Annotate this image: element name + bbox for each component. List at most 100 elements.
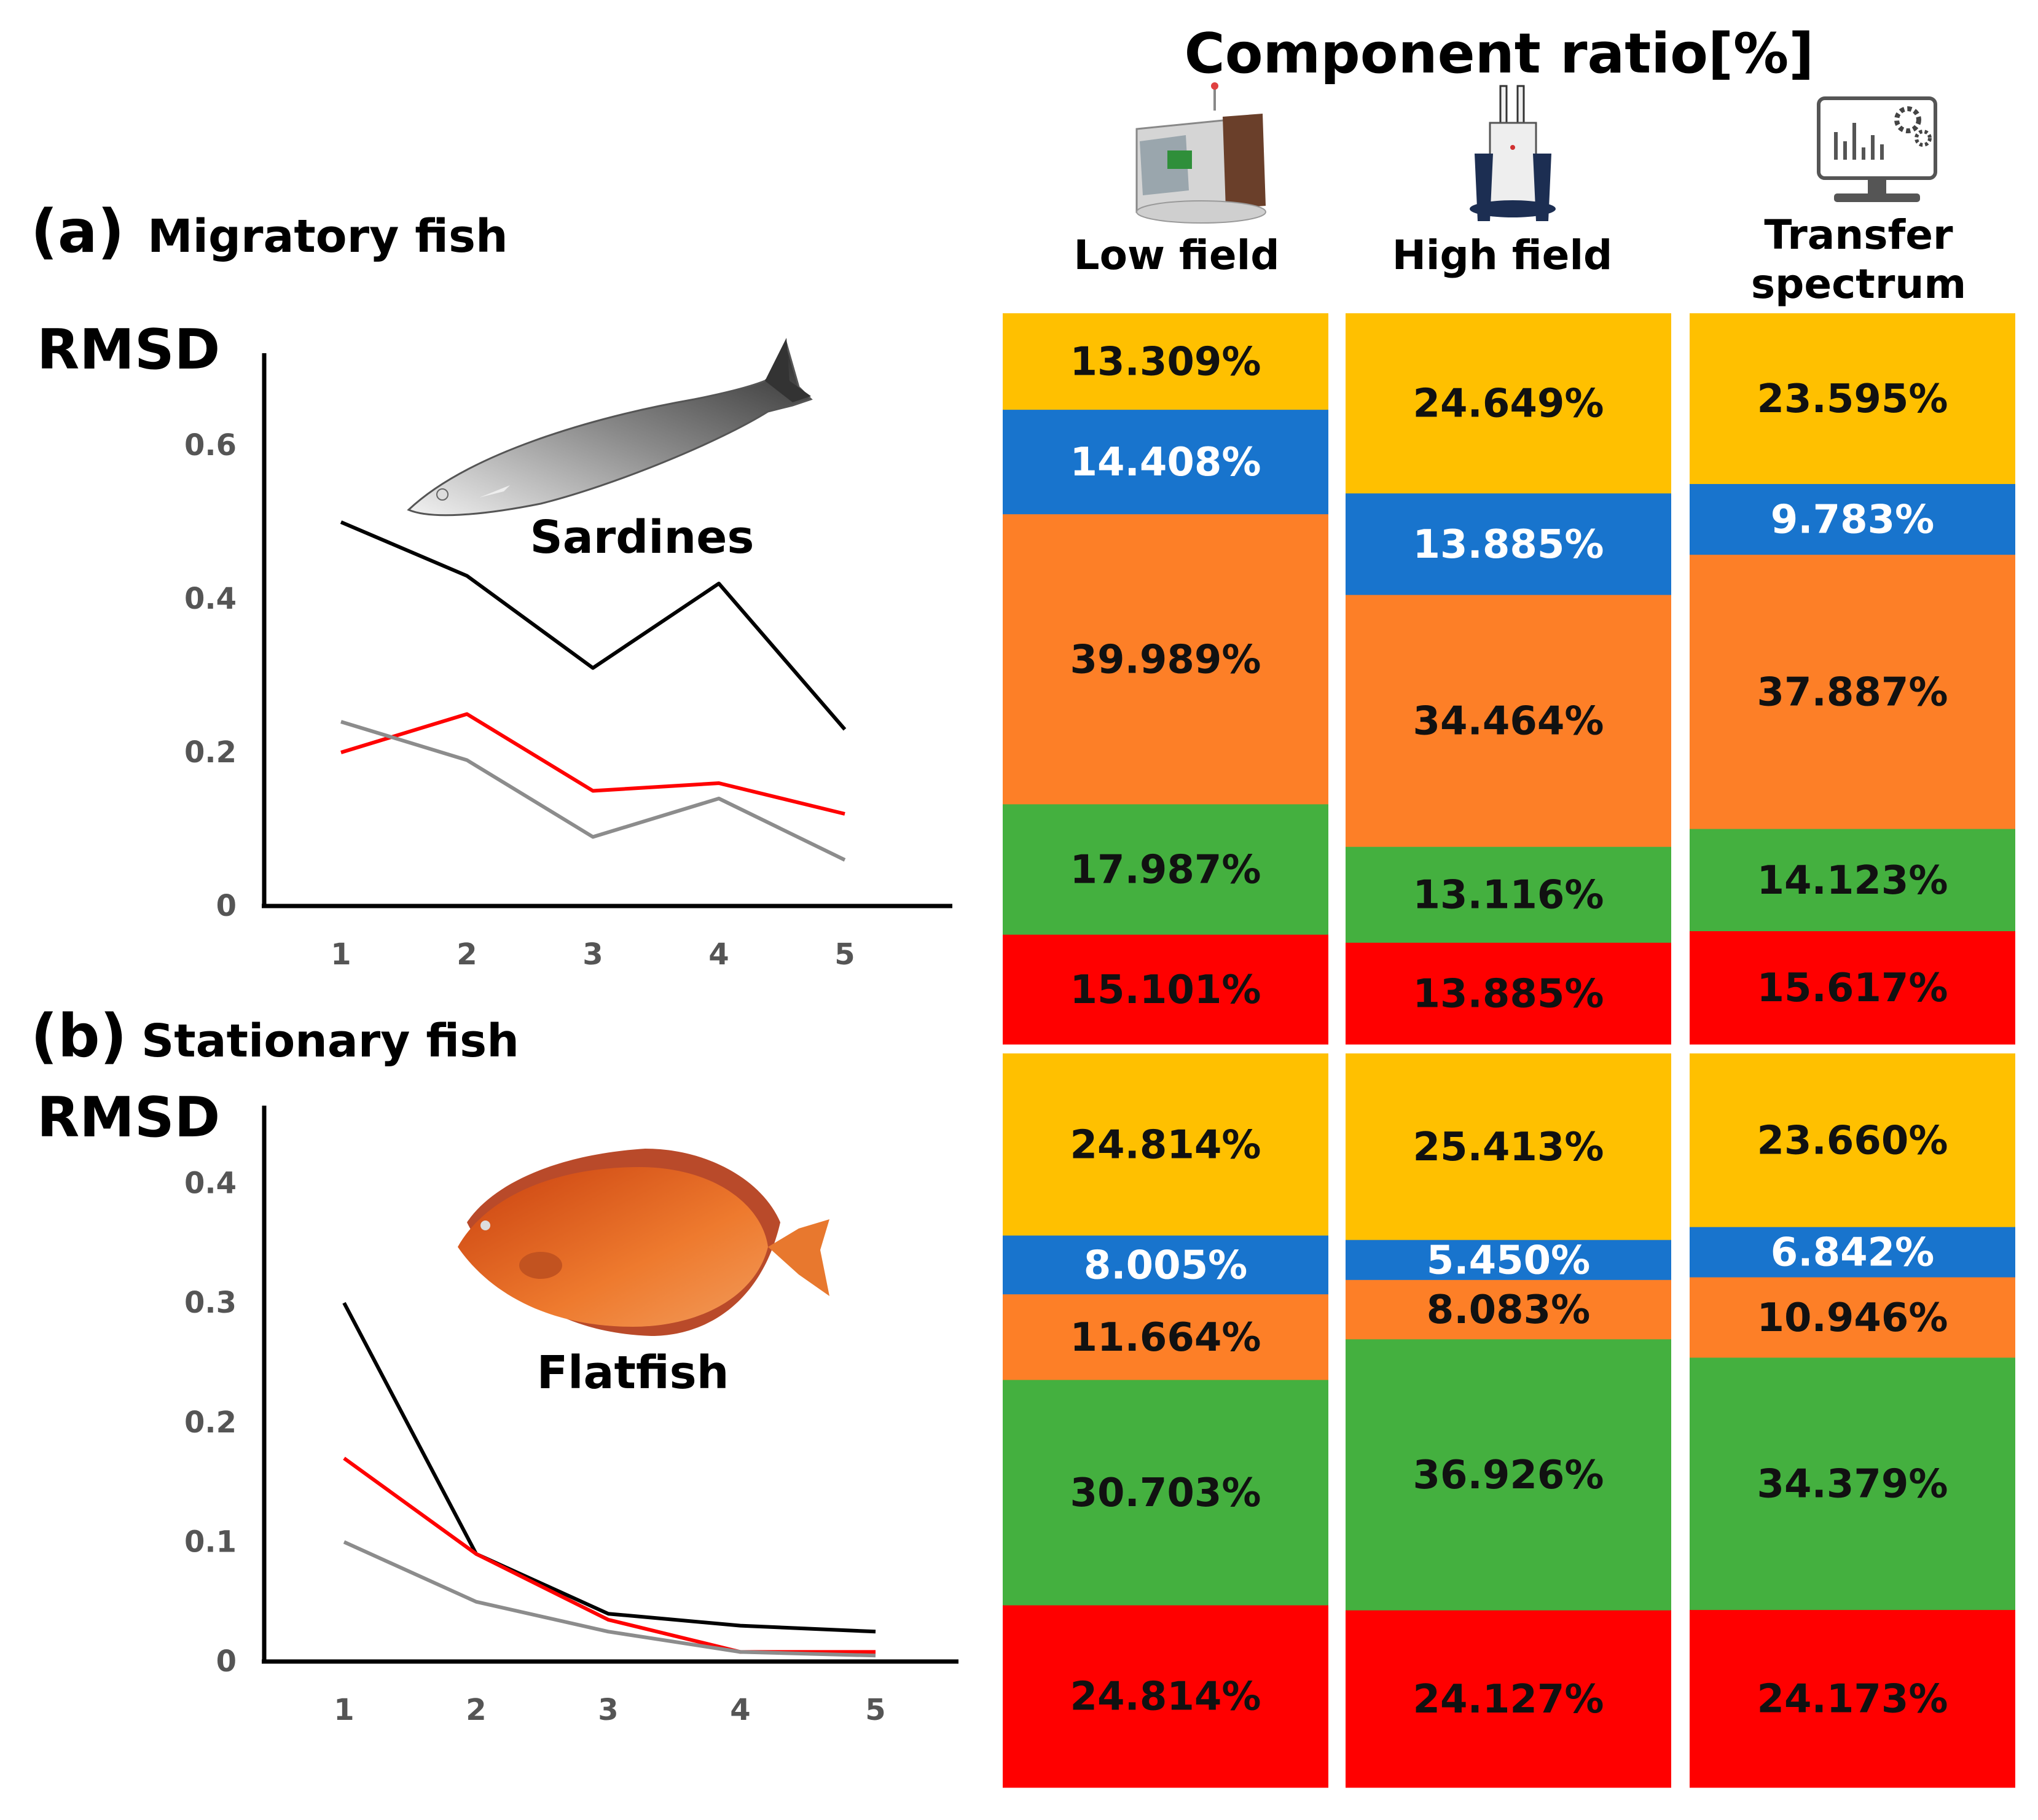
y-tick-label: 0.4 xyxy=(184,1166,237,1201)
bar-segment-red xyxy=(1346,1610,1671,1788)
series-line-black xyxy=(342,1302,876,1634)
bar-segment-yellow xyxy=(1690,313,2015,485)
segment-percent-label: 24.127% xyxy=(1413,1677,1604,1722)
segment-percent-label: 36.926% xyxy=(1413,1453,1604,1498)
bar-segment-blue xyxy=(1003,1235,1328,1295)
column-label-line: Transfer xyxy=(1764,211,1953,259)
segment-percent-label: 17.987% xyxy=(1070,848,1261,893)
segment-percent-label: 23.660% xyxy=(1757,1118,1948,1163)
panel-a-label: (a) xyxy=(31,197,125,266)
series-line-black xyxy=(340,520,847,731)
segment-percent-label: 6.842% xyxy=(1771,1230,1935,1276)
line-chart-a: 0 0.2 0.4 0.6 1 2 3 4 5 xyxy=(184,353,952,972)
bar-segment-yellow xyxy=(1346,1053,1671,1241)
segment-percent-label: 14.408% xyxy=(1070,440,1261,485)
segment-percent-label: 23.595% xyxy=(1757,377,1948,422)
bar-segment-yellow xyxy=(1690,1053,2015,1228)
bar-segment-red xyxy=(1690,1610,2015,1788)
x-tick-label: 3 xyxy=(582,937,603,972)
y-tick-label: 0 xyxy=(216,889,237,923)
bar-segment-blue xyxy=(1690,484,2015,555)
segment-percent-label: 39.989% xyxy=(1070,637,1261,682)
computer-spectrum-icon xyxy=(1817,96,1937,202)
segment-percent-label: 15.101% xyxy=(1070,967,1261,1013)
bar-segment-blue xyxy=(1346,493,1671,595)
segment-percent-label: 30.703% xyxy=(1070,1470,1261,1516)
x-tick-label: 5 xyxy=(865,1693,885,1727)
segment-percent-label: 13.116% xyxy=(1413,873,1604,918)
bar-segment-blue xyxy=(1690,1227,2015,1278)
y-tick-label: 0 xyxy=(216,1644,237,1679)
column-label-transfer-spectrum: Transfer spectrum xyxy=(1751,211,1966,308)
bar-segment-orange xyxy=(1346,595,1671,848)
panel-b-ylabel: RMSD xyxy=(37,1085,220,1150)
bar-segment-orange xyxy=(1690,1277,2015,1358)
y-tick-label: 0.1 xyxy=(184,1525,237,1559)
segment-percent-label: 13.309% xyxy=(1070,340,1261,385)
bar-segment-green xyxy=(1690,829,2015,932)
segment-percent-label: 11.664% xyxy=(1070,1315,1261,1361)
bar-segment-red xyxy=(1003,934,1328,1045)
bar-segment-red xyxy=(1690,931,2015,1045)
x-tick-label: 3 xyxy=(598,1693,618,1727)
segment-percent-label: 24.173% xyxy=(1757,1677,1948,1722)
stacked-bars: 13.309% 14.408% 39.989% 17.987% 15.101% 24.64… xyxy=(1003,313,2015,1788)
bar-segment-yellow xyxy=(1003,1053,1328,1236)
flatfish-label: Flatfish xyxy=(537,1346,729,1399)
series-line-red xyxy=(340,712,845,816)
segment-percent-label: 37.887% xyxy=(1757,670,1948,715)
sardine-illustration xyxy=(407,338,813,517)
x-tick-label: 1 xyxy=(331,937,351,972)
segment-percent-label: 24.814% xyxy=(1070,1674,1261,1720)
flatfish-illustration xyxy=(458,1149,829,1336)
x-tick-label: 2 xyxy=(466,1693,486,1727)
segment-percent-label: 24.649% xyxy=(1413,381,1604,427)
segment-percent-label: 9.783% xyxy=(1771,498,1935,543)
segment-percent-label: 5.450% xyxy=(1427,1238,1591,1283)
segment-percent-label: 10.946% xyxy=(1757,1295,1948,1341)
series-line-gray xyxy=(340,720,846,862)
x-tick-label: 4 xyxy=(730,1693,750,1727)
bar-segment-orange xyxy=(1346,1279,1671,1340)
benchtop-nmr-icon xyxy=(1135,82,1266,224)
x-tick-label: 5 xyxy=(834,937,855,972)
bar-segment-blue xyxy=(1003,410,1328,515)
line-chart-b: 0 0.1 0.2 0.3 0.4 1 2 3 4 5 xyxy=(184,1106,958,1727)
high-field-nmr-icon xyxy=(1470,85,1556,221)
x-tick-label: 2 xyxy=(457,937,477,972)
bar-segment-yellow xyxy=(1003,313,1328,410)
y-tick-label: 0.6 xyxy=(184,428,237,463)
segment-percent-label: 25.413% xyxy=(1413,1125,1604,1170)
y-tick-label: 0.3 xyxy=(184,1286,237,1320)
segment-percent-label: 14.123% xyxy=(1757,858,1948,904)
panel-b-title: Stationary fish xyxy=(141,1015,519,1068)
bar-segment-green xyxy=(1690,1357,2015,1611)
bar-segment-orange xyxy=(1003,514,1328,805)
segment-percent-label: 34.379% xyxy=(1757,1462,1948,1507)
segment-percent-label: 8.083% xyxy=(1427,1287,1591,1333)
bar-segment-orange xyxy=(1003,1294,1328,1381)
panel-a-ylabel: RMSD xyxy=(37,318,220,382)
bar-segment-red xyxy=(1346,942,1671,1045)
bar-segment-green xyxy=(1346,1339,1671,1611)
panel-a-title: Migratory fish xyxy=(147,210,508,263)
bar-segment-blue xyxy=(1346,1240,1671,1281)
segment-percent-label: 15.617% xyxy=(1757,966,1948,1011)
segment-percent-label: 8.005% xyxy=(1084,1243,1248,1288)
segment-percent-label: 13.885% xyxy=(1413,971,1604,1017)
bar-segment-orange xyxy=(1690,555,2015,830)
segment-percent-label: 34.464% xyxy=(1413,699,1604,744)
segment-percent-label: 13.885% xyxy=(1413,522,1604,568)
column-label-high-field: High field xyxy=(1392,232,1613,279)
bar-segment-green xyxy=(1003,1380,1328,1606)
bar-segment-green xyxy=(1346,846,1671,943)
y-tick-label: 0.4 xyxy=(184,582,237,616)
column-label-line: spectrum xyxy=(1751,260,1966,308)
y-tick-label: 0.2 xyxy=(184,735,237,770)
bar-segment-yellow xyxy=(1346,313,1671,494)
x-tick-label: 1 xyxy=(334,1693,354,1727)
series-line-gray xyxy=(343,1540,876,1658)
x-tick-label: 4 xyxy=(708,937,729,972)
